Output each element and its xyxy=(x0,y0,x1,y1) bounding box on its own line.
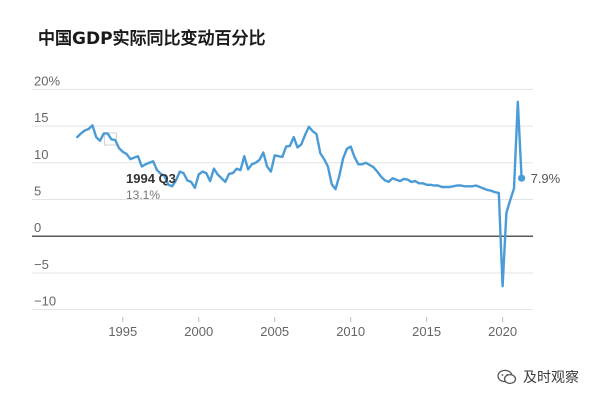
x-tick-label: 2000 xyxy=(184,324,213,339)
y-axis-ticks: 20% 15 10 5 0 −5 −10 xyxy=(34,73,60,308)
x-tick-label: 1995 xyxy=(108,324,137,339)
annotation-highlight-box xyxy=(103,132,117,146)
series-line-path xyxy=(75,100,523,288)
y-tick-label: 0 xyxy=(34,220,41,235)
x-tick-label: 2020 xyxy=(488,324,517,339)
x-tick-label: 2005 xyxy=(260,324,289,339)
y-tick-label: 10 xyxy=(34,147,48,162)
watermark-text: 及时观察 xyxy=(523,370,579,386)
y-tick-label: 20% xyxy=(34,73,60,88)
x-tick-label: 2015 xyxy=(412,324,441,339)
annotation-1994-value: 13.1% xyxy=(126,188,160,202)
grid-lines xyxy=(32,88,533,311)
x-tick-label: 2010 xyxy=(336,324,365,339)
annotations: 1994 Q3 13.1% 7.9% xyxy=(126,171,561,202)
x-axis-ticks: 1995 2000 2005 2010 2015 2020 xyxy=(108,317,517,339)
last-value-label: 7.9% xyxy=(531,171,561,186)
watermark: 及时观察 xyxy=(497,367,579,387)
chart-title: 中国GDP实际同比变动百分比 xyxy=(38,29,266,49)
last-point-marker xyxy=(518,174,526,182)
y-tick-label: 5 xyxy=(34,184,41,199)
y-tick-label: −10 xyxy=(34,294,56,309)
y-tick-label: 15 xyxy=(34,110,48,125)
annotation-1994-label: 1994 Q3 xyxy=(126,171,176,186)
series-line xyxy=(75,100,523,288)
y-tick-label: −5 xyxy=(34,257,49,272)
wechat-icon xyxy=(497,369,517,385)
annotation-marker xyxy=(103,132,117,146)
